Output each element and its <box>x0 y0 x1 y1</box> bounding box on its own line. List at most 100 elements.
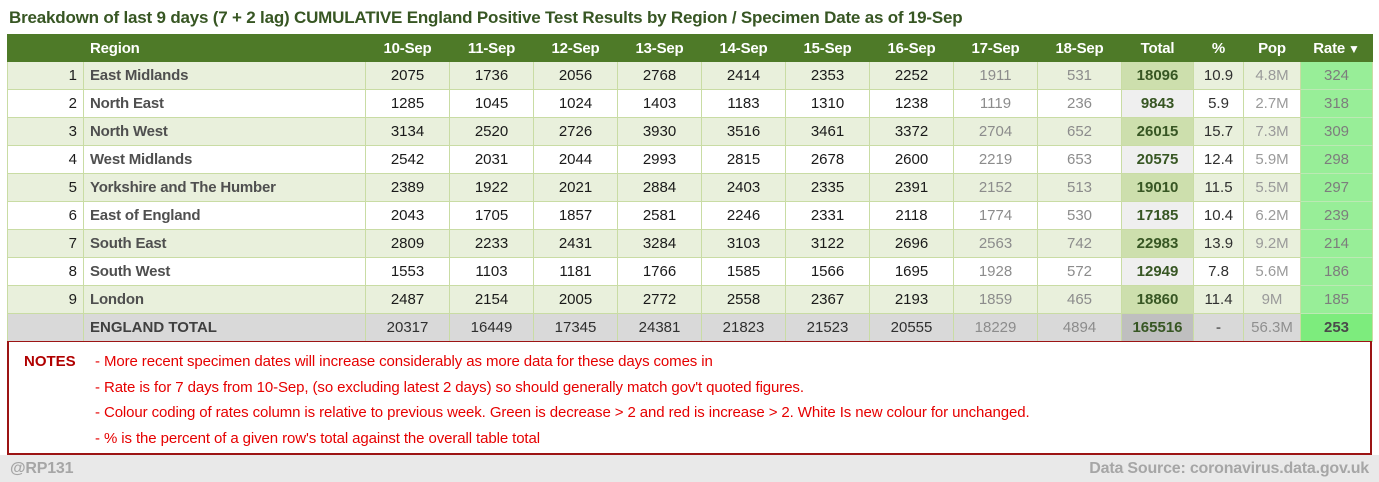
lag-value-cell: 465 <box>1037 285 1122 314</box>
daily-value-cell: 2815 <box>701 145 786 174</box>
region-name-cell: North East <box>83 89 366 118</box>
rate-header-label: Rate <box>1313 39 1346 57</box>
row-number-cell: 4 <box>7 145 84 174</box>
rate-cell: 324 <box>1300 61 1373 90</box>
daily-value-cell: 2884 <box>617 173 702 202</box>
daily-value-cell: 2021 <box>533 173 618 202</box>
note-line: - Rate is for 7 days from 10-Sep, (so ex… <box>95 378 804 396</box>
daily-value-cell: 1695 <box>869 257 954 286</box>
region-name-cell: North West <box>83 117 366 146</box>
daily-value-cell: 2367 <box>785 285 870 314</box>
daily-value-cell: 2075 <box>365 61 450 90</box>
total-cell: 12949 <box>1121 257 1194 286</box>
daily-value-cell: 2487 <box>365 285 450 314</box>
page-title: Breakdown of last 9 days (7 + 2 lag) CUM… <box>9 8 963 27</box>
daily-value-cell: 2353 <box>785 61 870 90</box>
daily-value-cell: 2809 <box>365 229 450 258</box>
lag-value-cell: 2219 <box>953 145 1038 174</box>
note-line: - % is the percent of a given row's tota… <box>95 429 540 447</box>
total-cell: 26015 <box>1121 117 1194 146</box>
daily-value-cell: 3284 <box>617 229 702 258</box>
lag-value-cell: 742 <box>1037 229 1122 258</box>
daily-value-cell: 2246 <box>701 201 786 230</box>
daily-value-cell: 3461 <box>785 117 870 146</box>
daily-value-cell: 2414 <box>701 61 786 90</box>
daily-value-cell: 2031 <box>449 145 534 174</box>
author-handle: @RP131 <box>10 459 74 477</box>
daily-value-cell: 1922 <box>449 173 534 202</box>
daily-total-cell: 17345 <box>533 313 618 342</box>
total-cell: 17185 <box>1121 201 1194 230</box>
region-name-cell: West Midlands <box>83 145 366 174</box>
daily-value-cell: 1553 <box>365 257 450 286</box>
daily-value-cell: 3372 <box>869 117 954 146</box>
results-table: Region 10-Sep 11-Sep 12-Sep 13-Sep 14-Se… <box>7 34 1373 342</box>
rate-cell: 239 <box>1300 201 1373 230</box>
population-cell: 56.3M <box>1243 313 1301 342</box>
population-cell: 2.7M <box>1243 89 1301 118</box>
rate-cell: 298 <box>1300 145 1373 174</box>
daily-value-cell: 2005 <box>533 285 618 314</box>
footer-bar: @RP131 Data Source: coronavirus.data.gov… <box>0 455 1379 482</box>
daily-value-cell: 1181 <box>533 257 618 286</box>
row-number-cell: 3 <box>7 117 84 146</box>
notes-label: NOTES <box>24 353 76 370</box>
column-header-rate-sort[interactable]: Rate ▼ <box>1300 34 1373 62</box>
column-header-pop: Pop <box>1243 34 1301 62</box>
lag-value-cell: 652 <box>1037 117 1122 146</box>
row-number-cell: 7 <box>7 229 84 258</box>
daily-value-cell: 3103 <box>701 229 786 258</box>
lag-value-cell: 236 <box>1037 89 1122 118</box>
sort-desc-icon: ▼ <box>1348 41 1360 56</box>
column-header-region: Region <box>83 34 366 62</box>
region-name-cell: Yorkshire and The Humber <box>83 173 366 202</box>
daily-value-cell: 1238 <box>869 89 954 118</box>
daily-value-cell: 2678 <box>785 145 870 174</box>
daily-value-cell: 1566 <box>785 257 870 286</box>
daily-value-cell: 1024 <box>533 89 618 118</box>
daily-total-cell: 24381 <box>617 313 702 342</box>
region-name-cell: South East <box>83 229 366 258</box>
england-total-label: ENGLAND TOTAL <box>83 313 366 342</box>
data-source: Data Source: coronavirus.data.gov.uk <box>1089 459 1369 477</box>
rate-cell: 297 <box>1300 173 1373 202</box>
daily-value-cell: 1183 <box>701 89 786 118</box>
table-row: 3 North West 3134 2520 2726 3930 3516 34… <box>7 117 1373 146</box>
daily-value-cell: 2431 <box>533 229 618 258</box>
population-cell: 9M <box>1243 285 1301 314</box>
daily-value-cell: 1857 <box>533 201 618 230</box>
population-cell: 7.3M <box>1243 117 1301 146</box>
column-header-date: 10-Sep <box>365 34 450 62</box>
daily-value-cell: 2403 <box>701 173 786 202</box>
daily-total-cell: 21823 <box>701 313 786 342</box>
column-header-date: 14-Sep <box>701 34 786 62</box>
percent-cell: 7.8 <box>1193 257 1244 286</box>
column-header-percent: % <box>1193 34 1244 62</box>
notes-list: - More recent specimen dates will increa… <box>95 349 1370 449</box>
table-row: 6 East of England 2043 1705 1857 2581 22… <box>7 201 1373 230</box>
table-header: Region 10-Sep 11-Sep 12-Sep 13-Sep 14-Se… <box>7 34 1373 62</box>
row-number-cell: 8 <box>7 257 84 286</box>
column-header-date: 11-Sep <box>449 34 534 62</box>
region-name-cell: East of England <box>83 201 366 230</box>
daily-value-cell: 3134 <box>365 117 450 146</box>
daily-value-cell: 1766 <box>617 257 702 286</box>
daily-total-cell: 21523 <box>785 313 870 342</box>
row-number-cell: 1 <box>7 61 84 90</box>
lag-value-cell: 1774 <box>953 201 1038 230</box>
column-header-date: 17-Sep <box>953 34 1038 62</box>
lag-value-cell: 1928 <box>953 257 1038 286</box>
percent-cell: 13.9 <box>1193 229 1244 258</box>
daily-value-cell: 2581 <box>617 201 702 230</box>
lag-value-cell: 2563 <box>953 229 1038 258</box>
population-cell: 5.9M <box>1243 145 1301 174</box>
daily-value-cell: 1310 <box>785 89 870 118</box>
table-row: 8 South West 1553 1103 1181 1766 1585 15… <box>7 257 1373 286</box>
lag-value-cell: 653 <box>1037 145 1122 174</box>
percent-cell: 12.4 <box>1193 145 1244 174</box>
rate-cell: 309 <box>1300 117 1373 146</box>
daily-value-cell: 3122 <box>785 229 870 258</box>
daily-total-cell: 20317 <box>365 313 450 342</box>
region-name-cell: South West <box>83 257 366 286</box>
row-number-cell <box>7 313 84 342</box>
